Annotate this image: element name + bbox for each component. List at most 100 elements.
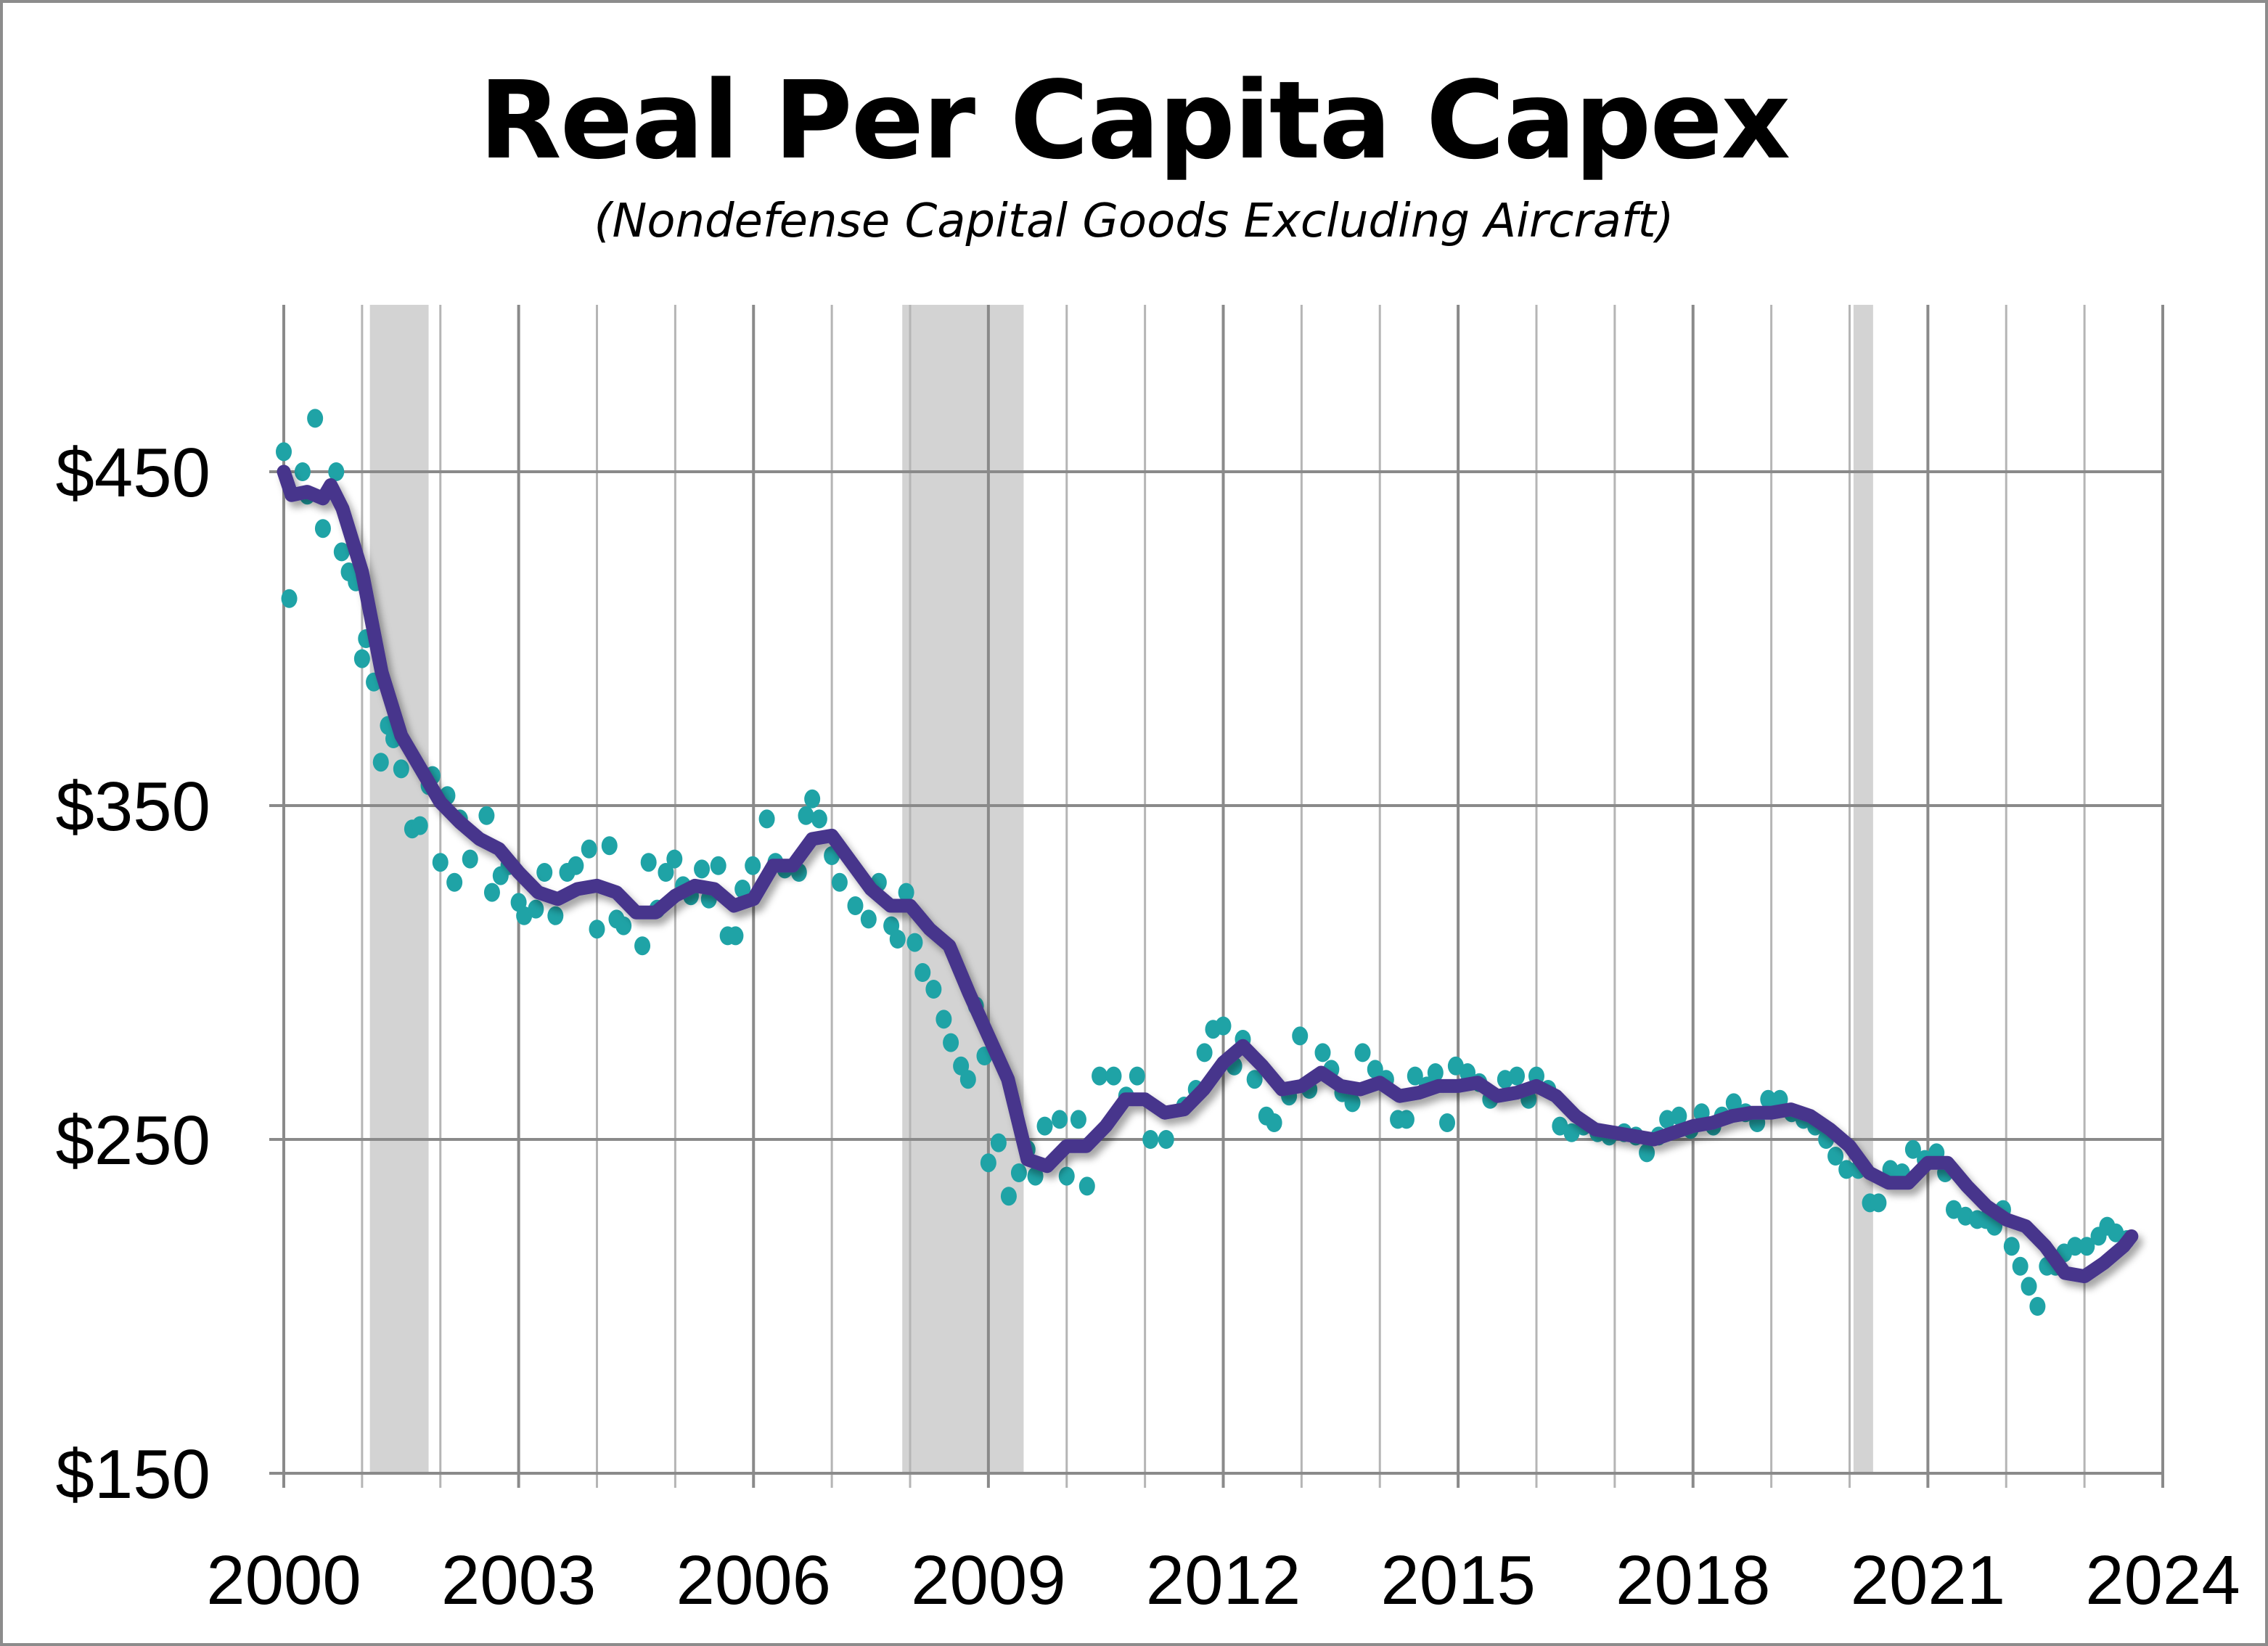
scatter-point xyxy=(353,649,370,668)
scatter-point xyxy=(1010,1163,1027,1182)
scatter-point xyxy=(536,863,553,882)
y-tick-label: $250 xyxy=(55,1102,210,1179)
scatter-point xyxy=(1027,1166,1044,1186)
scatter-point xyxy=(889,930,906,949)
scatter-point xyxy=(1904,1139,1921,1159)
scatter-point xyxy=(804,789,821,808)
x-tick-label: 2021 xyxy=(1851,1541,2006,1619)
scatter-point xyxy=(1827,1147,1844,1166)
scatter-point xyxy=(412,816,428,835)
scatter-point xyxy=(831,872,848,892)
scatter-point xyxy=(1215,1016,1232,1036)
chart-subtitle: (Nondefense Capital Goods Excluding Airc… xyxy=(594,195,1674,248)
recession-band xyxy=(902,305,1024,1473)
scatter-point xyxy=(980,1153,996,1173)
scatter-point xyxy=(1000,1187,1017,1206)
scatter-point xyxy=(758,809,775,829)
x-tick-label: 2015 xyxy=(1380,1541,1536,1619)
scatter-point xyxy=(1671,1106,1687,1126)
scatter-point xyxy=(372,753,389,772)
scatter-point xyxy=(640,853,657,872)
scatter-point xyxy=(528,899,544,919)
scatter-point xyxy=(1870,1193,1887,1213)
scatter-point xyxy=(568,856,584,875)
tick-labels: $150 $250 $350 $450 2000 2003 2006 2009 2012 2015… xyxy=(55,434,2240,1619)
scatter-point xyxy=(1725,1093,1742,1113)
scatter-point xyxy=(1070,1110,1086,1129)
scatter-point xyxy=(1052,1110,1068,1129)
recession-bands xyxy=(369,305,1873,1473)
scatter-point xyxy=(1439,1113,1456,1132)
scatter-point xyxy=(601,836,618,856)
recession-band xyxy=(1853,305,1873,1473)
scatter-point xyxy=(666,849,683,869)
scatter-point xyxy=(1092,1066,1108,1086)
scatter-point xyxy=(581,839,597,859)
scatter-point xyxy=(333,542,350,562)
scatter-point xyxy=(1354,1043,1371,1062)
x-tick-label: 2006 xyxy=(676,1541,831,1619)
scatter-point xyxy=(446,872,463,892)
scatter-point xyxy=(906,933,923,952)
scatter-point xyxy=(1838,1160,1855,1179)
scatter-point xyxy=(432,853,449,872)
scatter-point xyxy=(798,806,814,825)
scatter-point xyxy=(898,883,914,902)
scatter-point xyxy=(936,1010,952,1029)
scatter-point xyxy=(1105,1066,1122,1086)
scatter-point xyxy=(1246,1070,1263,1089)
scatter-point xyxy=(860,909,877,929)
x-tick-label: 2009 xyxy=(911,1541,1066,1619)
scatter-point xyxy=(943,1033,959,1052)
scatter-point xyxy=(745,856,761,875)
scatter-point xyxy=(314,519,331,539)
scatter-point xyxy=(276,442,292,462)
line-series xyxy=(277,464,2139,1284)
scatter-point xyxy=(1158,1130,1174,1149)
scatter-point xyxy=(615,916,632,935)
scatter-point xyxy=(634,936,651,956)
moving-average-line xyxy=(277,464,2139,1284)
scatter-point xyxy=(1344,1093,1361,1113)
scatter-point xyxy=(1407,1066,1423,1086)
scatter-point xyxy=(727,926,744,946)
scatter-point xyxy=(959,1070,976,1089)
x-tick-label: 2000 xyxy=(206,1541,361,1619)
scatter-point xyxy=(393,759,409,779)
scatter-point xyxy=(547,906,564,925)
scatter-point xyxy=(658,863,674,882)
scatter-point xyxy=(1639,1143,1655,1163)
scatter-point xyxy=(1760,1089,1777,1109)
scatter-point xyxy=(462,849,478,869)
scatter-point xyxy=(990,1133,1007,1152)
chart-title: Real Per Capita Capex xyxy=(478,58,1790,183)
y-tick-label: $450 xyxy=(55,434,210,512)
scatter-point xyxy=(294,462,311,481)
scatter-point xyxy=(694,859,711,879)
scatter-point xyxy=(1367,1060,1383,1079)
x-tick-label: 2003 xyxy=(441,1541,597,1619)
scatter-point xyxy=(2012,1256,2028,1276)
scatter-point xyxy=(281,589,298,608)
scatter-point xyxy=(1398,1110,1415,1129)
scatter-point xyxy=(925,980,942,999)
y-tick-label: $350 xyxy=(55,768,210,845)
scatter-point xyxy=(1292,1026,1309,1046)
scatter-point xyxy=(1142,1130,1159,1149)
scatter-point xyxy=(589,920,605,939)
scatter-point xyxy=(1078,1176,1095,1196)
scatter-point xyxy=(328,462,345,481)
scatter-point xyxy=(710,856,726,875)
x-tick-label: 2012 xyxy=(1146,1541,1301,1619)
scatter-point xyxy=(811,809,827,829)
scatter-point xyxy=(1058,1166,1075,1186)
x-tick-label: 2024 xyxy=(2085,1541,2240,1619)
scatter-point xyxy=(914,963,931,982)
scatter-point xyxy=(1036,1116,1053,1136)
scatter-point xyxy=(2067,1237,2084,1256)
scatter-point xyxy=(734,880,751,898)
scatter-point xyxy=(1509,1066,1526,1086)
scatter-point xyxy=(1129,1066,1145,1086)
scatter-point xyxy=(2003,1237,2020,1256)
